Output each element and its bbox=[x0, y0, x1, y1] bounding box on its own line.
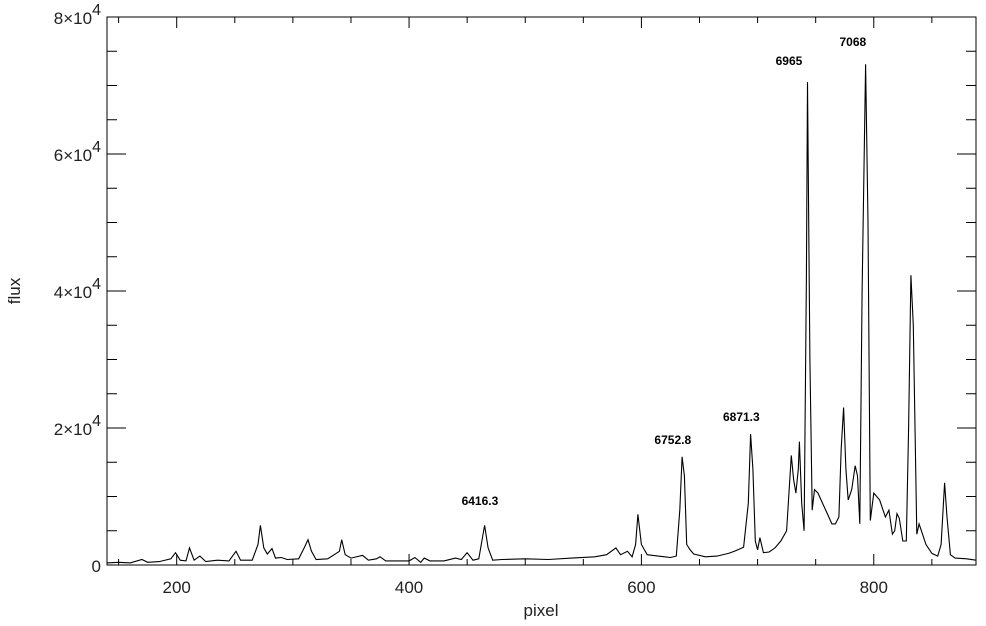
x-tick-label: 400 bbox=[395, 578, 423, 597]
peak-label: 6871.3 bbox=[723, 410, 760, 424]
peak-label: 6752.8 bbox=[654, 433, 691, 447]
x-axis-title: pixel bbox=[524, 601, 559, 620]
x-tick-label: 200 bbox=[163, 578, 191, 597]
y-tick-label: 6×104 bbox=[54, 139, 101, 165]
y-tick-label: 0 bbox=[92, 557, 101, 576]
y-axis-title: flux bbox=[5, 277, 24, 304]
peak-label: 6965 bbox=[776, 54, 803, 68]
y-tick-label: 4×104 bbox=[54, 276, 101, 302]
spectrum-line bbox=[106, 64, 977, 564]
peak-label: 6416.3 bbox=[462, 494, 499, 508]
y-tick-label: 8×104 bbox=[54, 2, 101, 28]
plot-frame bbox=[106, 16, 977, 566]
y-tick-label: 2×104 bbox=[54, 413, 101, 439]
x-tick-label: 600 bbox=[627, 578, 655, 597]
peak-label: 7068 bbox=[840, 35, 867, 49]
x-tick-label: 800 bbox=[860, 578, 888, 597]
